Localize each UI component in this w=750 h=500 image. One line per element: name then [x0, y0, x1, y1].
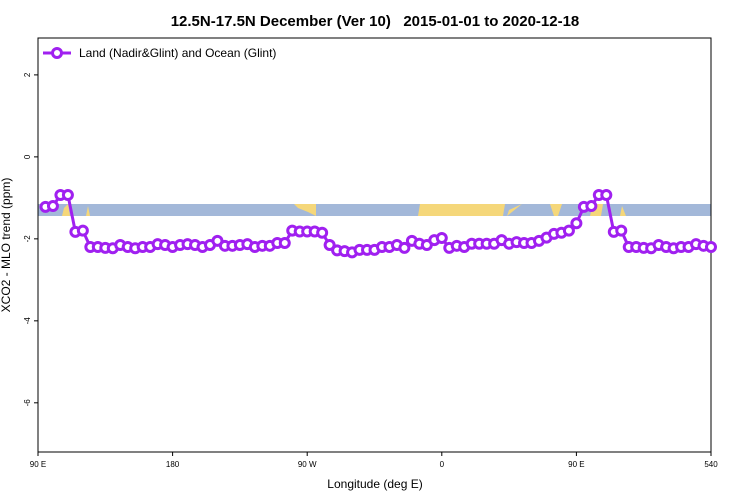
- data-point: [562, 224, 575, 237]
- land: [507, 204, 522, 216]
- y-tick-label: -6: [23, 399, 32, 407]
- land: [620, 206, 626, 216]
- land: [62, 204, 70, 216]
- land: [294, 204, 316, 216]
- data-point: [316, 226, 329, 239]
- land: [418, 204, 505, 216]
- y-tick-label: -2: [23, 235, 32, 243]
- data-point: [570, 217, 583, 230]
- land: [86, 206, 90, 216]
- data-point: [435, 232, 448, 245]
- x-tick-label: 0: [440, 460, 445, 469]
- data-point: [615, 224, 628, 237]
- data-point: [705, 241, 717, 254]
- data-point: [278, 236, 291, 249]
- ocean-band: [38, 204, 711, 216]
- legend-label: Land (Nadir&Glint) and Ocean (Glint): [79, 46, 276, 60]
- y-axis-label: XCO2 - MLO trend (ppm): [0, 178, 13, 313]
- chart-title: 12.5N-17.5N December (Ver 10) 2015-01-01…: [171, 13, 580, 30]
- data-point: [600, 188, 613, 201]
- data-point: [398, 241, 411, 254]
- data-point: [61, 188, 74, 201]
- x-tick-label: 540: [704, 460, 718, 469]
- y-tick-label: 0: [23, 154, 32, 159]
- y-tick-label: -4: [23, 317, 32, 325]
- land-ocean-mask: [38, 204, 711, 216]
- legend-marker: [51, 47, 63, 59]
- data-point: [323, 239, 336, 251]
- x-tick-label: 180: [166, 460, 180, 469]
- x-tick-label: 90 E: [30, 460, 46, 469]
- data-point: [46, 200, 59, 213]
- land: [550, 204, 562, 216]
- x-tick-label: 90 E: [568, 460, 584, 469]
- x-tick-label: 90 W: [298, 460, 317, 469]
- y-tick-label: 2: [23, 72, 32, 77]
- data-point: [585, 200, 598, 213]
- x-axis-label: Longitude (deg E): [327, 477, 422, 491]
- data-point: [76, 224, 89, 237]
